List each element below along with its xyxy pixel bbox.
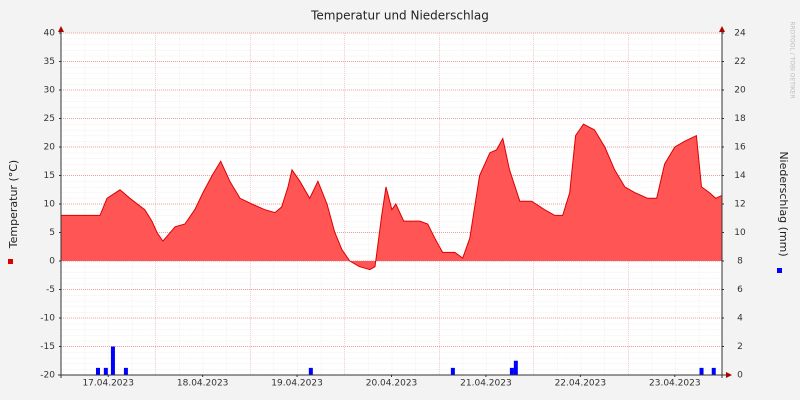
- y-tick-label: -15: [40, 342, 55, 352]
- x-tick-label: 22.04.2023: [555, 379, 607, 389]
- x-tick-label: 17.04.2023: [82, 379, 134, 389]
- chart-title: Temperatur und Niederschlag: [310, 9, 489, 23]
- x-tick-label: 18.04.2023: [177, 379, 229, 389]
- precipitation-bar: [110, 346, 115, 375]
- plot: [61, 32, 723, 376]
- y2-tick-label: 4: [737, 314, 743, 324]
- y-tick-label: -5: [46, 285, 55, 295]
- y-tick-label: 0: [49, 257, 55, 267]
- y2-tick-label: 0: [737, 371, 743, 381]
- y2-axis-title: Niederschlag (mm): [777, 151, 790, 256]
- y2-tick-label: 2: [737, 342, 743, 352]
- watermark: RRDTOOL / TOBI OETIKER: [789, 21, 796, 98]
- y-tick-label: 15: [44, 171, 55, 181]
- precipitation-bar: [95, 367, 100, 375]
- y-tick-label: -10: [40, 314, 55, 324]
- precipitation-bar: [308, 367, 313, 375]
- precipitation-bar: [699, 367, 704, 375]
- y-tick-label: 5: [49, 228, 55, 238]
- x-tick-label: 21.04.2023: [460, 379, 512, 389]
- y2-tick-label: 22: [734, 57, 745, 67]
- y2-tick-label: 8: [737, 257, 743, 267]
- y-axis-title: Temperatur (°C): [7, 160, 20, 249]
- y2-tick-label: 6: [737, 285, 743, 295]
- y-tick-label: 30: [44, 86, 56, 96]
- precipitation-bar: [103, 367, 108, 375]
- x-tick-label: 20.04.2023: [366, 379, 418, 389]
- y2-tick-label: 16: [734, 143, 746, 153]
- y-tick-label: -20: [40, 371, 55, 381]
- legend-marker: [777, 268, 782, 273]
- y2-tick-label: 24: [734, 29, 746, 39]
- y2-tick-label: 18: [734, 114, 746, 124]
- y-tick-label: 20: [44, 143, 56, 153]
- y2-tick-label: 10: [734, 228, 746, 238]
- legend-marker: [8, 259, 13, 264]
- x-tick-label: 23.04.2023: [649, 379, 701, 389]
- y2-tick-label: 14: [734, 171, 746, 181]
- precipitation-bar: [509, 367, 514, 375]
- precipitation-bar: [123, 367, 128, 375]
- temperature-area: [61, 124, 722, 270]
- y2-tick-label: 20: [734, 86, 746, 96]
- y-tick-label: 10: [44, 200, 56, 210]
- precipitation-bar: [513, 360, 518, 375]
- y-tick-label: 40: [44, 29, 56, 39]
- y-tick-label: 25: [44, 114, 55, 124]
- y-tick-label: 35: [44, 57, 55, 67]
- precipitation-bar: [711, 367, 716, 375]
- precipitation-bar: [450, 367, 455, 375]
- temperature-line: [61, 123, 723, 271]
- y2-tick-label: 12: [734, 200, 745, 210]
- x-tick-label: 19.04.2023: [271, 379, 323, 389]
